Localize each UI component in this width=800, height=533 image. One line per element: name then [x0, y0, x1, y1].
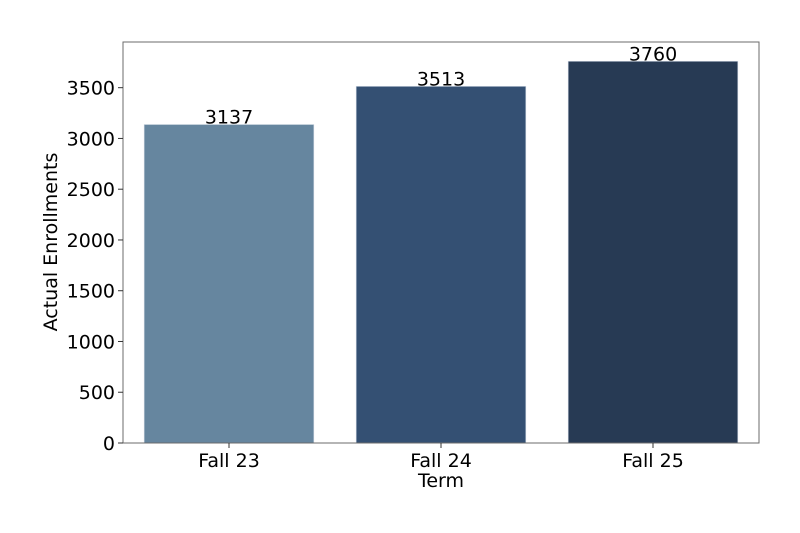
data-label: 3513	[417, 68, 465, 90]
data-label: 3137	[205, 107, 253, 129]
y-axis-label: Actual Enrollments	[40, 153, 62, 332]
bars-group	[143, 60, 739, 444]
data-label: 3760	[629, 43, 677, 65]
x-tick-label: Fall 23	[198, 450, 260, 472]
y-tick-label: 1000	[67, 331, 115, 353]
bar	[567, 60, 739, 444]
y-axis: 0 500 1000 1500 2000 2500 3000 3500	[67, 78, 123, 455]
y-tick-label: 0	[103, 433, 115, 455]
x-axis-label: Term	[417, 470, 464, 492]
y-tick-label: 1500	[67, 281, 115, 303]
y-tick-label: 500	[79, 382, 115, 404]
y-tick-label: 2500	[67, 179, 115, 201]
bar	[355, 86, 527, 444]
x-axis: Fall 23 Fall 24 Fall 25	[198, 443, 684, 472]
data-labels: 3137 3513 3760	[205, 43, 677, 128]
x-tick-label: Fall 25	[622, 450, 684, 472]
y-tick-label: 3000	[67, 128, 115, 150]
y-tick-label: 2000	[67, 230, 115, 252]
bar	[143, 124, 315, 444]
x-tick-label: Fall 24	[410, 450, 472, 472]
y-tick-label: 3500	[67, 78, 115, 100]
